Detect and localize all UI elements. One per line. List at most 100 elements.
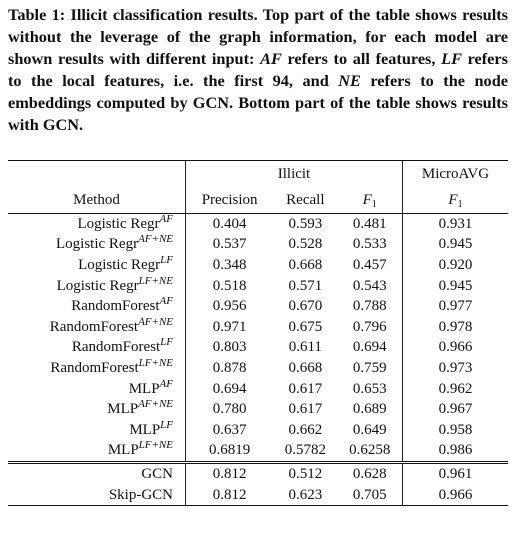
value-cell: 0.962 bbox=[401, 378, 508, 400]
input-set: LF+NE bbox=[138, 274, 173, 287]
value-cell: 0.759 bbox=[352, 359, 387, 376]
value-cell: 0.537 bbox=[185, 234, 274, 256]
method-cell: RandomForestLF bbox=[8, 336, 186, 359]
value-cell: 0.528 bbox=[288, 236, 323, 253]
value-cell: 0.6258 bbox=[349, 442, 391, 459]
value-cell: 0.593 bbox=[273, 212, 338, 235]
value-cell: 0.481 bbox=[337, 212, 403, 235]
method-cell: MLPAF bbox=[8, 377, 186, 400]
data-row: Logistic RegrLF+NE 0.518 0.571 0.543 0.945 bbox=[8, 274, 508, 297]
column-header: Recall bbox=[286, 191, 325, 208]
value-cell: 0.961 bbox=[401, 461, 508, 485]
input-set: LF bbox=[160, 418, 173, 431]
value-cell: 0.533 bbox=[352, 236, 387, 253]
data-row: Skip-GCN 0.812 0.623 0.705 0.966 bbox=[8, 484, 508, 507]
caption-text: refers to all features, bbox=[281, 49, 442, 68]
value-cell: 0.649 bbox=[352, 421, 387, 438]
column-header: Method bbox=[73, 191, 120, 208]
caption-text: NE bbox=[338, 71, 361, 90]
method-cell: MLPAF+NE bbox=[8, 399, 186, 420]
data-row: RandomForestAF+NE 0.971 0.675 0.796 0.978 bbox=[8, 315, 508, 338]
value-cell: 0.675 bbox=[288, 318, 323, 335]
input-set: LF bbox=[160, 336, 173, 349]
value-cell: 0.694 bbox=[185, 378, 274, 400]
value-cell: 0.694 bbox=[352, 339, 387, 356]
method-name: GCN bbox=[141, 465, 173, 482]
method-name: MLP bbox=[107, 401, 139, 418]
f1-symbol: F bbox=[362, 191, 372, 208]
method-name: Logistic Regr bbox=[78, 256, 161, 273]
value-cell: 0.796 bbox=[352, 318, 387, 335]
value-cell: 0.668 bbox=[288, 359, 323, 376]
caption-text: AF bbox=[260, 49, 282, 68]
value-cell: 0.5782 bbox=[284, 442, 326, 459]
results-table: Illicit MicroAVG Method Precision Recall… bbox=[8, 160, 508, 507]
value-cell: 0.611 bbox=[288, 339, 322, 356]
value-cell: 0.571 bbox=[288, 277, 323, 294]
value-cell: 0.543 bbox=[352, 277, 387, 294]
data-row: RandomForestAF 0.956 0.670 0.788 0.977 bbox=[8, 296, 508, 317]
value-cell: 0.670 bbox=[288, 298, 323, 315]
value-cell: 0.973 bbox=[401, 358, 508, 379]
value-cell: 0.978 bbox=[401, 316, 508, 338]
data-row: MLPLF 0.637 0.662 0.649 0.958 bbox=[8, 418, 508, 441]
empty bbox=[8, 160, 186, 187]
input-set: LF+NE bbox=[138, 439, 173, 452]
data-row: MLPAF+NE 0.780 0.617 0.689 0.967 bbox=[8, 399, 508, 420]
value-cell: 0.705 bbox=[337, 484, 403, 507]
value-cell: 0.812 bbox=[185, 461, 274, 485]
method-name: Skip-GCN bbox=[108, 486, 173, 503]
method-name: Logistic Regr bbox=[77, 215, 160, 232]
method-name: RandomForest bbox=[50, 359, 139, 376]
value-cell: 0.956 bbox=[185, 296, 274, 317]
group-header: Illicit bbox=[185, 160, 403, 187]
value-cell: 0.457 bbox=[352, 256, 387, 273]
value-cell: 0.518 bbox=[185, 275, 274, 297]
column-header: F1 bbox=[401, 187, 508, 214]
caption: Table 1: Illicit classification results.… bbox=[8, 4, 508, 136]
data-row: MLPAF 0.694 0.617 0.653 0.962 bbox=[8, 377, 508, 400]
value-cell: 0.945 bbox=[401, 234, 508, 256]
data-row: GCN 0.812 0.512 0.628 0.961 bbox=[8, 461, 508, 485]
input-set: AF bbox=[159, 377, 173, 390]
value-cell: 0.986 bbox=[401, 440, 508, 463]
input-set: AF+NE bbox=[138, 315, 173, 328]
data-row: Logistic RegrLF 0.348 0.668 0.457 0.920 bbox=[8, 253, 508, 276]
method-cell: MLPLF+NE bbox=[8, 439, 186, 463]
method-name: RandomForest bbox=[49, 318, 139, 335]
value-cell: 0.689 bbox=[352, 401, 387, 418]
method-name: Logistic Regr bbox=[56, 236, 139, 253]
value-cell: 0.780 bbox=[185, 399, 274, 420]
value-cell: 0.878 bbox=[185, 358, 274, 379]
header-row: Method Precision Recall F1 F1 bbox=[8, 187, 508, 214]
column-header: F1 bbox=[337, 187, 402, 214]
value-cell: 0.617 bbox=[288, 380, 323, 397]
method-name: MLP bbox=[107, 442, 139, 459]
data-row: RandomForestLF 0.803 0.611 0.694 0.966 bbox=[8, 336, 508, 359]
input-set: AF+NE bbox=[138, 233, 173, 246]
method-cell: GCN bbox=[8, 461, 186, 485]
method-cell: Logistic RegrAF+NE bbox=[8, 233, 186, 256]
method-cell: Logistic RegrAF bbox=[8, 212, 186, 235]
value-cell: 0.512 bbox=[273, 461, 338, 485]
method-name: RandomForest bbox=[71, 298, 160, 315]
value-cell: 0.803 bbox=[185, 337, 274, 359]
table-body: Illicit MicroAVG Method Precision Recall… bbox=[8, 160, 508, 507]
value-cell: 0.617 bbox=[288, 401, 323, 418]
input-set: LF bbox=[160, 253, 173, 266]
input-set: LF+NE bbox=[138, 356, 173, 369]
value-cell: 0.945 bbox=[401, 275, 508, 297]
group-header: MicroAVG bbox=[401, 160, 508, 187]
value-cell: 0.920 bbox=[401, 255, 508, 276]
caption-text: Illicit classification results. Top part… bbox=[8, 5, 508, 68]
method-name: RandomForest bbox=[71, 339, 161, 356]
method-cell: RandomForestAF bbox=[8, 296, 186, 317]
value-cell: 0.628 bbox=[337, 461, 403, 485]
f1-subscript: 1 bbox=[457, 198, 463, 210]
caption-text: refers to the node embeddings computed b… bbox=[8, 71, 508, 134]
value-cell: 0.653 bbox=[352, 380, 387, 397]
value-cell: 0.6819 bbox=[185, 440, 274, 463]
header-row: Illicit MicroAVG bbox=[8, 160, 508, 187]
method-name: MLP bbox=[128, 380, 160, 397]
value-cell: 0.788 bbox=[352, 298, 387, 315]
